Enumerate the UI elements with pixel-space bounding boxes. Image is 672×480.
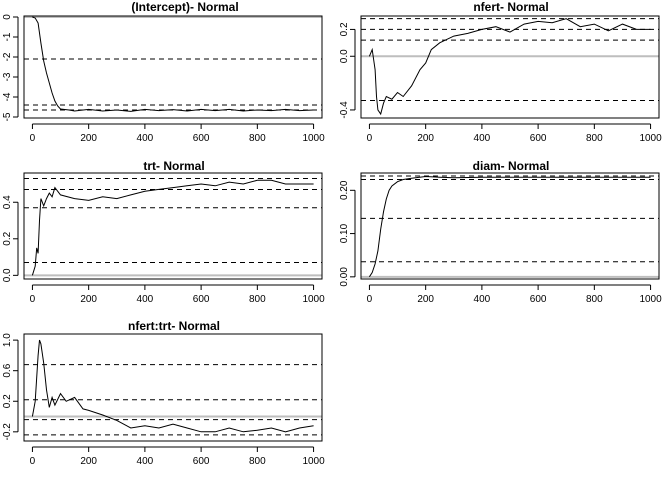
y-tick-label: -0.2 bbox=[2, 423, 13, 441]
plot-frame bbox=[23, 172, 323, 280]
x-tick-label: 200 bbox=[80, 133, 97, 144]
panel-title: trt- Normal bbox=[143, 159, 204, 173]
y-tick-label: 0.10 bbox=[339, 223, 350, 243]
y-tick-label: -2 bbox=[2, 52, 13, 61]
x-tick-label: 400 bbox=[137, 133, 154, 144]
y-tick-label: 0 bbox=[2, 14, 13, 20]
trace-line bbox=[32, 16, 314, 112]
trace-line bbox=[368, 175, 651, 278]
panel-diam: diam- Normal 0 200 400 600 800 1000 0.00 0.10 0.… bbox=[339, 159, 662, 305]
panel-trt: trt- Normal 0 200 400 600 800 1000 0.0 0.2 0.4 bbox=[2, 159, 325, 305]
y-tick-label: -3 bbox=[2, 72, 13, 81]
panel-title: diam- Normal bbox=[473, 159, 550, 173]
x-tick-label: 200 bbox=[417, 294, 434, 305]
x-tick-label: 800 bbox=[249, 133, 266, 144]
panel-nfert: nfert- Normal 0 200 400 600 800 1000 -0.4 0.0 0.… bbox=[339, 0, 662, 144]
x-tick-label: 200 bbox=[80, 456, 97, 467]
x-tick-label: 800 bbox=[249, 456, 266, 467]
x-tick-label: 800 bbox=[249, 294, 266, 305]
panel-title: nfert:trt- Normal bbox=[128, 319, 220, 333]
x-tick-label: 600 bbox=[193, 133, 210, 144]
y-tick-label: 0.2 bbox=[2, 231, 13, 245]
x-tick-label: 0 bbox=[30, 294, 36, 305]
x-tick-label: 600 bbox=[193, 294, 210, 305]
x-tick-label: 600 bbox=[193, 456, 210, 467]
x-tick-label: 200 bbox=[80, 294, 97, 305]
plot-frame bbox=[23, 15, 323, 119]
x-tick-label: 1000 bbox=[639, 133, 662, 144]
y-tick-label: 0.00 bbox=[339, 267, 350, 287]
x-tick-label: 400 bbox=[137, 456, 154, 467]
x-tick-label: 400 bbox=[137, 294, 154, 305]
y-tick-label: -5 bbox=[2, 112, 13, 121]
y-tick-label: -0.4 bbox=[339, 101, 350, 119]
panel-title: nfert- Normal bbox=[473, 0, 548, 14]
y-tick-label: 0.20 bbox=[339, 180, 350, 200]
x-tick-label: 800 bbox=[586, 133, 603, 144]
x-tick-label: 1000 bbox=[639, 294, 662, 305]
trace-line bbox=[31, 179, 314, 276]
x-tick-label: 400 bbox=[474, 294, 491, 305]
x-tick-label: 800 bbox=[586, 294, 603, 305]
x-tick-label: 0 bbox=[367, 133, 373, 144]
trace-line bbox=[31, 339, 314, 433]
x-tick-label: 0 bbox=[367, 294, 373, 305]
x-tick-label: 400 bbox=[474, 133, 491, 144]
x-tick-label: 600 bbox=[530, 294, 547, 305]
y-tick-label: 0.2 bbox=[2, 394, 13, 408]
y-tick-label: 0.4 bbox=[2, 195, 13, 209]
plot-frame bbox=[360, 15, 660, 119]
trace-line bbox=[368, 18, 651, 116]
y-tick-label: 0.2 bbox=[339, 22, 350, 36]
plot-frame bbox=[360, 172, 660, 280]
panel-nfert-trt: nfert:trt- Normal 0 200 400 600 800 1000 -0.2 0… bbox=[2, 319, 325, 467]
y-tick-label: 0.0 bbox=[339, 49, 350, 63]
y-tick-label: 0.0 bbox=[2, 268, 13, 282]
x-tick-label: 1000 bbox=[302, 294, 325, 305]
plot-frame bbox=[23, 333, 323, 442]
x-tick-label: 0 bbox=[30, 456, 36, 467]
y-tick-label: -1 bbox=[2, 32, 13, 41]
panel-intercept: (Intercept)- Normal 0 200 400 600 800 1000 -5 -… bbox=[2, 0, 325, 144]
x-tick-label: 0 bbox=[30, 133, 36, 144]
x-tick-label: 1000 bbox=[302, 456, 325, 467]
x-tick-label: 600 bbox=[530, 133, 547, 144]
y-tick-label: 1.0 bbox=[2, 333, 13, 347]
y-tick-label: 0.6 bbox=[2, 363, 13, 377]
panel-title: (Intercept)- Normal bbox=[131, 0, 238, 14]
x-tick-label: 200 bbox=[417, 133, 434, 144]
y-tick-label: -4 bbox=[2, 92, 13, 101]
x-tick-label: 1000 bbox=[302, 133, 325, 144]
